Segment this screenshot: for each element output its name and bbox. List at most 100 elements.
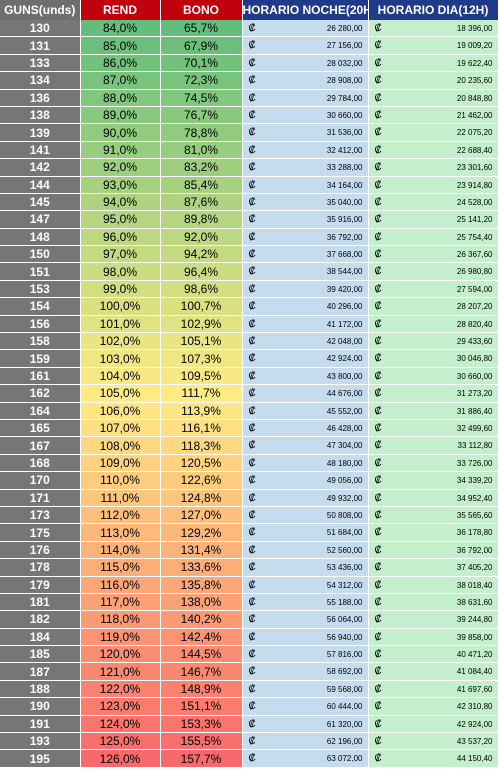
cell-horario-noche[interactable]: ₡ 29 784,00 [242, 89, 369, 107]
cell-horario-dia[interactable]: ₡ 41 697,60 [368, 680, 498, 699]
cell-horario-noche[interactable]: ₡ 62 196,00 [242, 732, 369, 751]
cell-guns[interactable]: 138 [0, 106, 81, 125]
cell-guns[interactable]: 171 [0, 489, 81, 507]
cell-horario-dia[interactable]: ₡ 35 565,60 [368, 506, 498, 525]
cell-horario-dia[interactable]: ₡ 25 754,40 [368, 228, 498, 247]
cell-rend[interactable]: 125,0% [80, 732, 161, 751]
cell-horario-dia[interactable]: ₡ 33 112,80 [368, 436, 498, 455]
cell-horario-dia[interactable]: ₡ 37 405,20 [368, 558, 498, 577]
cell-horario-noche[interactable]: ₡ 63 072,00 [242, 749, 369, 768]
cell-bono[interactable]: 105,1% [160, 332, 243, 351]
cell-rend[interactable]: 109,0% [80, 454, 161, 473]
cell-horario-dia[interactable]: ₡ 24 528,00 [368, 193, 498, 212]
cell-horario-dia[interactable]: ₡ 18 396,00 [368, 20, 498, 38]
cell-guns[interactable]: 165 [0, 419, 81, 438]
cell-horario-dia[interactable]: ₡ 34 952,40 [368, 489, 498, 507]
cell-horario-noche[interactable]: ₡ 46 428,00 [242, 419, 369, 438]
cell-rend[interactable]: 106,0% [80, 402, 161, 420]
cell-bono[interactable]: 131,4% [160, 541, 243, 560]
cell-horario-noche[interactable]: ₡ 27 156,00 [242, 36, 369, 55]
cell-rend[interactable]: 92,0% [80, 158, 161, 177]
cell-horario-dia[interactable]: ₡ 44 150,40 [368, 749, 498, 768]
cell-guns[interactable]: 134 [0, 71, 81, 90]
cell-horario-noche[interactable]: ₡ 42 048,00 [242, 332, 369, 351]
cell-horario-noche[interactable]: ₡ 28 032,00 [242, 54, 369, 73]
cell-bono[interactable]: 129,2% [160, 523, 243, 542]
cell-horario-dia[interactable]: ₡ 31 886,40 [368, 402, 498, 420]
cell-horario-dia[interactable]: ₡ 40 471,20 [368, 645, 498, 664]
cell-guns[interactable]: 187 [0, 662, 81, 681]
cell-horario-noche[interactable]: ₡ 50 808,00 [242, 506, 369, 525]
cell-horario-dia[interactable]: ₡ 27 594,00 [368, 280, 498, 299]
cell-horario-noche[interactable]: ₡ 57 816,00 [242, 645, 369, 664]
cell-horario-dia[interactable]: ₡ 30 660,00 [368, 367, 498, 386]
cell-guns[interactable]: 145 [0, 193, 81, 212]
cell-bono[interactable]: 92,0% [160, 228, 243, 247]
header-bono[interactable]: BONO [160, 0, 243, 20]
cell-horario-noche[interactable]: ₡ 39 420,00 [242, 280, 369, 299]
cell-bono[interactable]: 148,9% [160, 680, 243, 699]
cell-bono[interactable]: 72,3% [160, 71, 243, 90]
cell-horario-noche[interactable]: ₡ 56 940,00 [242, 628, 369, 647]
cell-horario-noche[interactable]: ₡ 47 304,00 [242, 436, 369, 455]
cell-horario-dia[interactable]: ₡ 43 537,20 [368, 732, 498, 751]
cell-bono[interactable]: 153,3% [160, 715, 243, 734]
cell-horario-dia[interactable]: ₡ 30 046,80 [368, 349, 498, 368]
cell-bono[interactable]: 78,8% [160, 123, 243, 142]
cell-horario-noche[interactable]: ₡ 26 280,00 [242, 20, 369, 38]
cell-rend[interactable]: 103,0% [80, 349, 161, 368]
cell-rend[interactable]: 107,0% [80, 419, 161, 438]
cell-horario-noche[interactable]: ₡ 34 164,00 [242, 176, 369, 194]
cell-rend[interactable]: 117,0% [80, 593, 161, 612]
cell-horario-noche[interactable]: ₡ 32 412,00 [242, 141, 369, 160]
cell-horario-dia[interactable]: ₡ 28 820,40 [368, 315, 498, 334]
cell-rend[interactable]: 112,0% [80, 506, 161, 525]
cell-guns[interactable]: 170 [0, 471, 81, 490]
cell-rend[interactable]: 113,0% [80, 523, 161, 542]
cell-bono[interactable]: 113,9% [160, 402, 243, 420]
cell-rend[interactable]: 85,0% [80, 36, 161, 55]
cell-guns[interactable]: 188 [0, 680, 81, 699]
cell-bono[interactable]: 133,6% [160, 558, 243, 577]
cell-guns[interactable]: 159 [0, 349, 81, 368]
cell-horario-noche[interactable]: ₡ 59 568,00 [242, 680, 369, 699]
cell-guns[interactable]: 158 [0, 332, 81, 351]
cell-guns[interactable]: 195 [0, 749, 81, 768]
cell-horario-noche[interactable]: ₡ 38 544,00 [242, 262, 369, 281]
cell-horario-noche[interactable]: ₡ 48 180,00 [242, 454, 369, 473]
cell-guns[interactable]: 151 [0, 262, 81, 281]
cell-bono[interactable]: 100,7% [160, 297, 243, 316]
cell-guns[interactable]: 130 [0, 20, 81, 38]
cell-horario-noche[interactable]: ₡ 41 172,00 [242, 315, 369, 334]
cell-horario-dia[interactable]: ₡ 21 462,00 [368, 106, 498, 125]
cell-horario-dia[interactable]: ₡ 22 075,20 [368, 123, 498, 142]
cell-horario-noche[interactable]: ₡ 58 692,00 [242, 662, 369, 681]
cell-rend[interactable]: 122,0% [80, 680, 161, 699]
cell-bono[interactable]: 151,1% [160, 697, 243, 716]
cell-horario-noche[interactable]: ₡ 55 188,00 [242, 593, 369, 612]
cell-rend[interactable]: 110,0% [80, 471, 161, 490]
cell-rend[interactable]: 100,0% [80, 297, 161, 316]
cell-guns[interactable]: 182 [0, 610, 81, 629]
cell-guns[interactable]: 133 [0, 54, 81, 73]
cell-horario-noche[interactable]: ₡ 49 932,00 [242, 489, 369, 507]
cell-horario-dia[interactable]: ₡ 20 848,80 [368, 89, 498, 107]
cell-rend[interactable]: 96,0% [80, 228, 161, 247]
cell-rend[interactable]: 116,0% [80, 576, 161, 594]
cell-horario-noche[interactable]: ₡ 42 924,00 [242, 349, 369, 368]
cell-bono[interactable]: 65,7% [160, 20, 243, 38]
cell-horario-dia[interactable]: ₡ 39 244,80 [368, 610, 498, 629]
cell-rend[interactable]: 121,0% [80, 662, 161, 681]
cell-bono[interactable]: 98,6% [160, 280, 243, 299]
cell-rend[interactable]: 91,0% [80, 141, 161, 160]
cell-horario-dia[interactable]: ₡ 29 433,60 [368, 332, 498, 351]
cell-bono[interactable]: 81,0% [160, 141, 243, 160]
cell-bono[interactable]: 135,8% [160, 576, 243, 594]
cell-rend[interactable]: 115,0% [80, 558, 161, 577]
cell-horario-noche[interactable]: ₡ 35 916,00 [242, 210, 369, 229]
cell-bono[interactable]: 116,1% [160, 419, 243, 438]
cell-bono[interactable]: 70,1% [160, 54, 243, 73]
cell-horario-dia[interactable]: ₡ 25 141,20 [368, 210, 498, 229]
cell-bono[interactable]: 85,4% [160, 176, 243, 194]
cell-horario-dia[interactable]: ₡ 23 914,80 [368, 176, 498, 194]
